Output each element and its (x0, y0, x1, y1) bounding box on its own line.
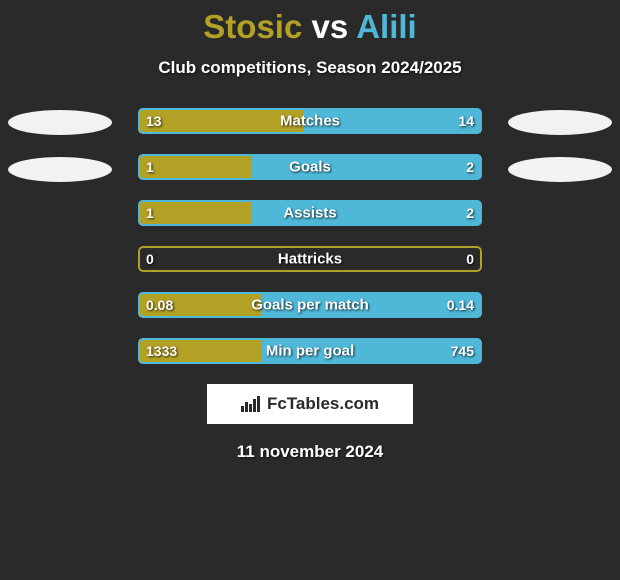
stat-fill-left (138, 108, 303, 134)
stat-label: Goals per match (251, 297, 369, 314)
brand-box: FcTables.com (207, 384, 413, 424)
bar-chart-icon (241, 396, 261, 412)
stat-value-left: 0 (146, 251, 154, 267)
stat-fill-left (138, 154, 252, 180)
vs-label: vs (312, 8, 349, 45)
stat-value-left: 1 (146, 159, 154, 175)
stat-value-right: 2 (466, 159, 474, 175)
stat-value-right: 0.14 (447, 297, 474, 313)
comparison-content: 13 14 Matches 1 2 Goals 1 2 Assists 0 0 Hattricks 0.… (0, 108, 620, 462)
brand-label: FcTables.com (267, 394, 379, 414)
stat-value-right: 2 (466, 205, 474, 221)
snapshot-date: 11 november 2024 (0, 442, 620, 462)
stat-row: 13 14 Matches (138, 108, 482, 134)
stat-row: 0.08 0.14 Goals per match (138, 292, 482, 318)
stat-value-right: 0 (466, 251, 474, 267)
player2-avatar-column (500, 108, 620, 182)
player2-avatar-2 (508, 157, 612, 182)
stat-row: 0 0 Hattricks (138, 246, 482, 272)
stat-bars-container: 13 14 Matches 1 2 Goals 1 2 Assists 0 0 Hattricks 0.… (138, 108, 482, 364)
stat-label: Goals (289, 159, 331, 176)
stat-value-left: 13 (146, 113, 162, 129)
player2-avatar-1 (508, 110, 612, 135)
stat-value-left: 1333 (146, 343, 177, 359)
subtitle: Club competitions, Season 2024/2025 (0, 58, 620, 78)
stat-fill-left (138, 200, 252, 226)
stat-row: 1 2 Assists (138, 200, 482, 226)
stat-label: Min per goal (266, 343, 354, 360)
stat-value-left: 0.08 (146, 297, 173, 313)
stat-row: 1333 745 Min per goal (138, 338, 482, 364)
stat-value-right: 745 (451, 343, 474, 359)
player1-avatar-2 (8, 157, 112, 182)
comparison-title: Stosic vs Alili (0, 0, 620, 46)
stat-label: Assists (283, 205, 336, 222)
stat-label: Hattricks (278, 251, 342, 268)
stat-fill-right (252, 154, 482, 180)
player1-avatar-1 (8, 110, 112, 135)
stat-value-right: 14 (458, 113, 474, 129)
player2-name: Alili (356, 8, 417, 45)
stat-value-left: 1 (146, 205, 154, 221)
stat-label: Matches (280, 113, 340, 130)
stat-row: 1 2 Goals (138, 154, 482, 180)
player1-avatar-column (0, 108, 120, 182)
player1-name: Stosic (203, 8, 302, 45)
